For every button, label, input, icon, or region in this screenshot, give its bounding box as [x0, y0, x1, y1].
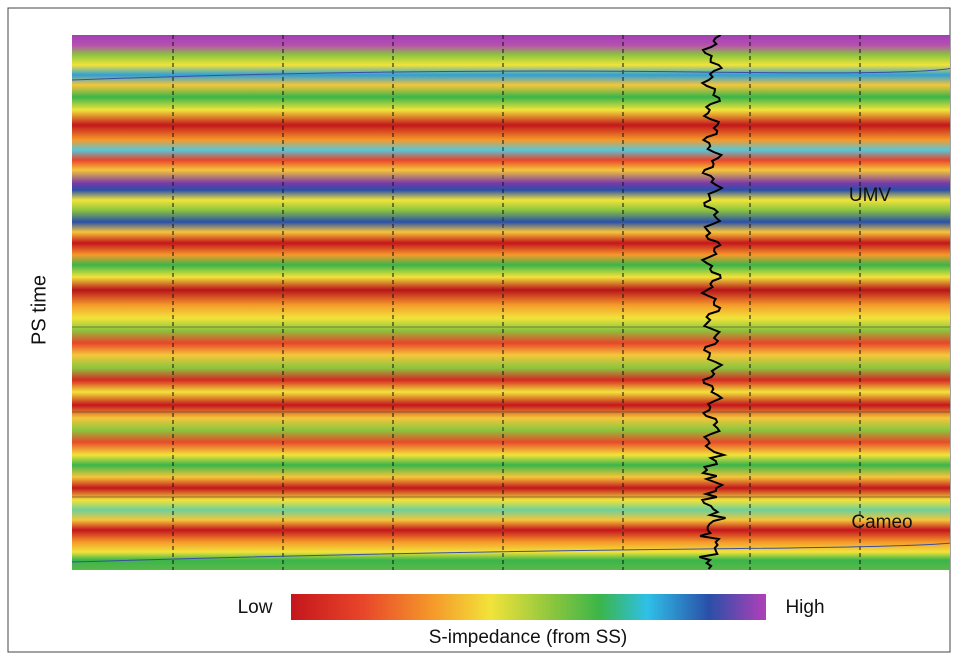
colorbar	[291, 594, 766, 620]
horizon	[72, 62, 950, 81]
colorbar-title: S-impedance (from SS)	[429, 627, 628, 648]
colorbar-high: High	[785, 597, 824, 618]
impedance-image	[72, 35, 950, 570]
well-log	[699, 35, 728, 570]
horizon-label: UMV	[849, 185, 892, 206]
horizon-label: Cameo	[851, 512, 912, 533]
colorbar-low: Low	[238, 597, 273, 618]
y-axis-label: PS time	[28, 275, 50, 345]
horizon	[72, 540, 950, 563]
seismic-section	[72, 35, 950, 570]
